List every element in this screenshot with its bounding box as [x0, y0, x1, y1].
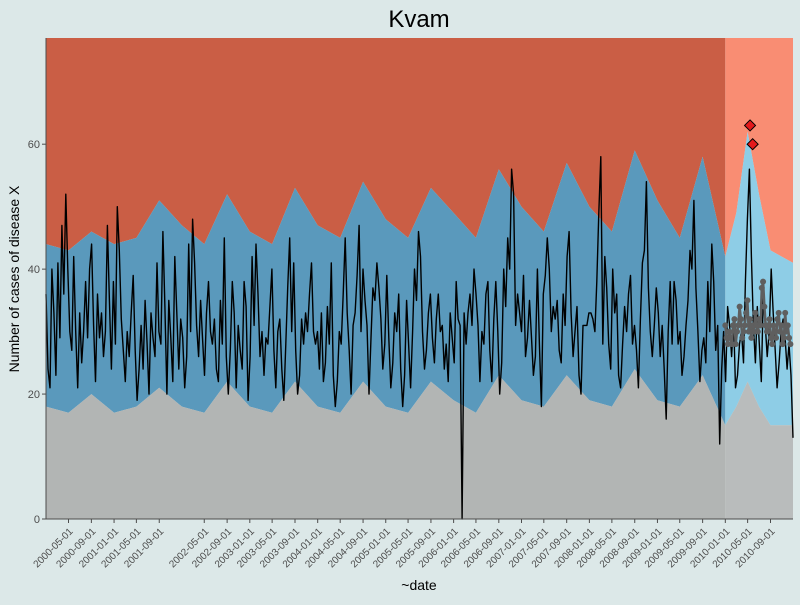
expected-point [763, 328, 770, 335]
expected-point [775, 309, 782, 316]
chart-title: Kvam [388, 6, 449, 33]
expected-point [776, 328, 783, 335]
expected-point [752, 309, 759, 316]
alert-marker [743, 119, 757, 132]
expected-point [748, 334, 755, 341]
expected-point [756, 316, 763, 323]
expected-point [757, 322, 764, 329]
zone-high-baseline [46, 38, 726, 257]
expected-point [745, 328, 752, 335]
y-tick-label: 20 [28, 389, 40, 401]
y-tick-label: 0 [34, 514, 40, 526]
zone-low-baseline [46, 369, 726, 519]
expected-point [726, 328, 733, 335]
y-axis-label: Number of cases of disease X [6, 185, 22, 372]
expected-point [722, 322, 729, 329]
expected-point [760, 278, 767, 285]
expected-point [754, 328, 761, 335]
expected-point [771, 328, 778, 335]
expected-point [758, 284, 765, 291]
expected-point [744, 297, 751, 304]
expected-point [735, 322, 742, 329]
plot-area [45, 38, 794, 520]
expected-point [732, 341, 739, 348]
expected-point [734, 328, 741, 335]
expected-point [727, 334, 734, 341]
expected-point [773, 334, 780, 341]
expected-point [784, 322, 791, 329]
expected-point [740, 328, 747, 335]
expected-point [770, 322, 777, 329]
expected-point [780, 334, 787, 341]
expected-point [747, 316, 754, 323]
expected-point [767, 334, 774, 341]
expected-point [787, 341, 794, 348]
y-tick-label: 60 [28, 139, 40, 151]
expected-point [782, 309, 789, 316]
expected-point [786, 334, 793, 341]
expected-point [731, 316, 738, 323]
expected-point [769, 341, 776, 348]
expected-point [779, 341, 786, 348]
expected-point [743, 309, 750, 316]
expected-point [739, 334, 746, 341]
expected-point [741, 322, 748, 329]
expected-point [737, 316, 744, 323]
alert-marker [746, 137, 759, 151]
expected-point [730, 322, 737, 329]
expected-point [736, 303, 743, 310]
y-tick-label: 40 [28, 264, 40, 276]
expected-point [761, 303, 768, 310]
observed-line [45, 156, 794, 520]
expected-point [778, 322, 785, 329]
x-axis-label: ~date [401, 577, 437, 593]
expected-point [766, 316, 773, 323]
zone-low-prediction [725, 381, 793, 519]
zone-high-prediction [725, 38, 793, 263]
expected-point [783, 328, 790, 335]
expected-point [765, 322, 772, 329]
expected-point [774, 316, 781, 323]
